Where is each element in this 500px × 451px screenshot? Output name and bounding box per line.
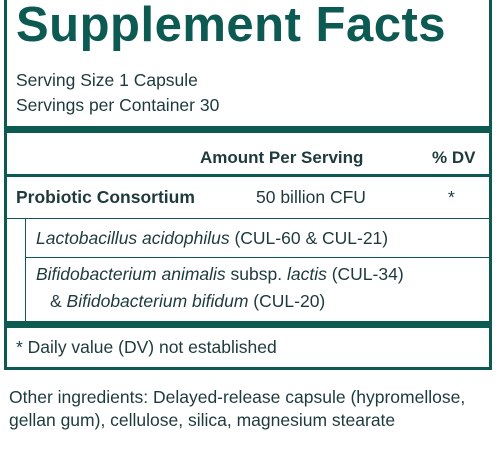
strain-2-variety: lactis	[286, 264, 327, 284]
strain-line-2: Bifidobacterium animalis subsp. lactis (…	[36, 264, 404, 284]
other-ingredients: Other ingredients: Delayed-release capsu…	[9, 387, 466, 430]
ingredient-amount: 50 billion CFU	[256, 187, 366, 207]
ingredient-name: Probiotic Consortium	[16, 187, 195, 207]
panel-title: Supplement Facts	[16, 0, 447, 52]
strain-3-name: Bifidobacterium bifidum	[66, 291, 249, 311]
footnote: * Daily value (DV) not established	[16, 337, 277, 357]
strain-line-3: & Bifidobacterium bifidum (CUL-20)	[50, 291, 325, 311]
strain-1-code: (CUL-60 & CUL-21)	[229, 228, 389, 248]
strain-line-1: Lactobacillus acidophilus (CUL-60 & CUL-…	[36, 228, 388, 248]
ingredient-dv: *	[448, 187, 455, 207]
supplement-facts-panel: Supplement Facts Serving Size 1 Capsule …	[4, 0, 492, 370]
strain-1-name: Lactobacillus acidophilus	[36, 228, 230, 248]
row-divider	[7, 218, 489, 219]
thick-divider-top	[7, 126, 489, 133]
thick-divider-bottom	[7, 321, 489, 328]
daily-value-header: % DV	[432, 148, 476, 167]
serving-size: Serving Size 1 Capsule	[16, 70, 198, 90]
strain-2-name: Bifidobacterium animalis	[36, 264, 226, 284]
strain-3-prefix: &	[50, 291, 67, 311]
strain-3-code: (CUL-20)	[248, 291, 326, 311]
servings-per-container: Servings per Container 30	[16, 95, 220, 115]
strain-2-code: (CUL-34)	[326, 264, 404, 284]
strain-divider-1	[25, 257, 489, 258]
medium-divider	[7, 174, 489, 177]
strain-2-subsp: subsp.	[225, 264, 287, 284]
indent-line	[25, 218, 26, 321]
amount-per-serving-header: Amount Per Serving	[200, 148, 364, 167]
